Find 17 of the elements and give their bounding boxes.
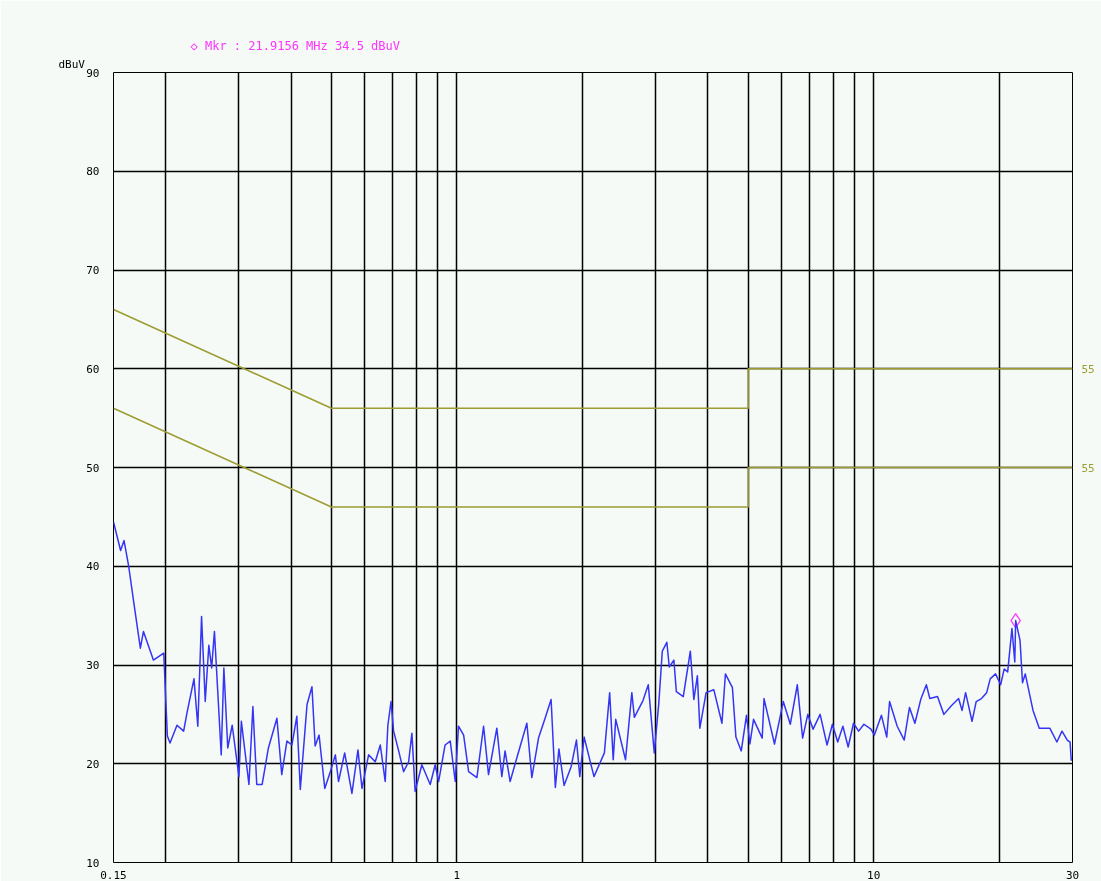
series-label: 55 bbox=[1081, 461, 1095, 475]
y-axis-title: dBuV bbox=[58, 57, 86, 71]
x-tick-label: 30 bbox=[1065, 868, 1080, 881]
y-tick-label: 60 bbox=[86, 362, 100, 376]
y-tick-label: 50 bbox=[86, 461, 100, 475]
series-label: 55 bbox=[1081, 362, 1095, 376]
x-tick-label: 10 bbox=[867, 868, 881, 881]
y-tick-label: 40 bbox=[86, 560, 100, 574]
y-tick-label: 70 bbox=[86, 264, 100, 277]
y-tick-label: 80 bbox=[86, 165, 100, 179]
x-tick-label: 0.15 bbox=[100, 868, 127, 881]
y-tick-label: 20 bbox=[86, 757, 100, 771]
x-tick-label: 1 bbox=[453, 868, 461, 881]
y-tick-label: 10 bbox=[86, 856, 100, 870]
y-tick-label: 90 bbox=[86, 66, 100, 80]
text: ◇ Mkr : 21.9156 MHz 34.5 dBuV bbox=[190, 38, 401, 53]
y-tick-label: 30 bbox=[86, 659, 100, 672]
